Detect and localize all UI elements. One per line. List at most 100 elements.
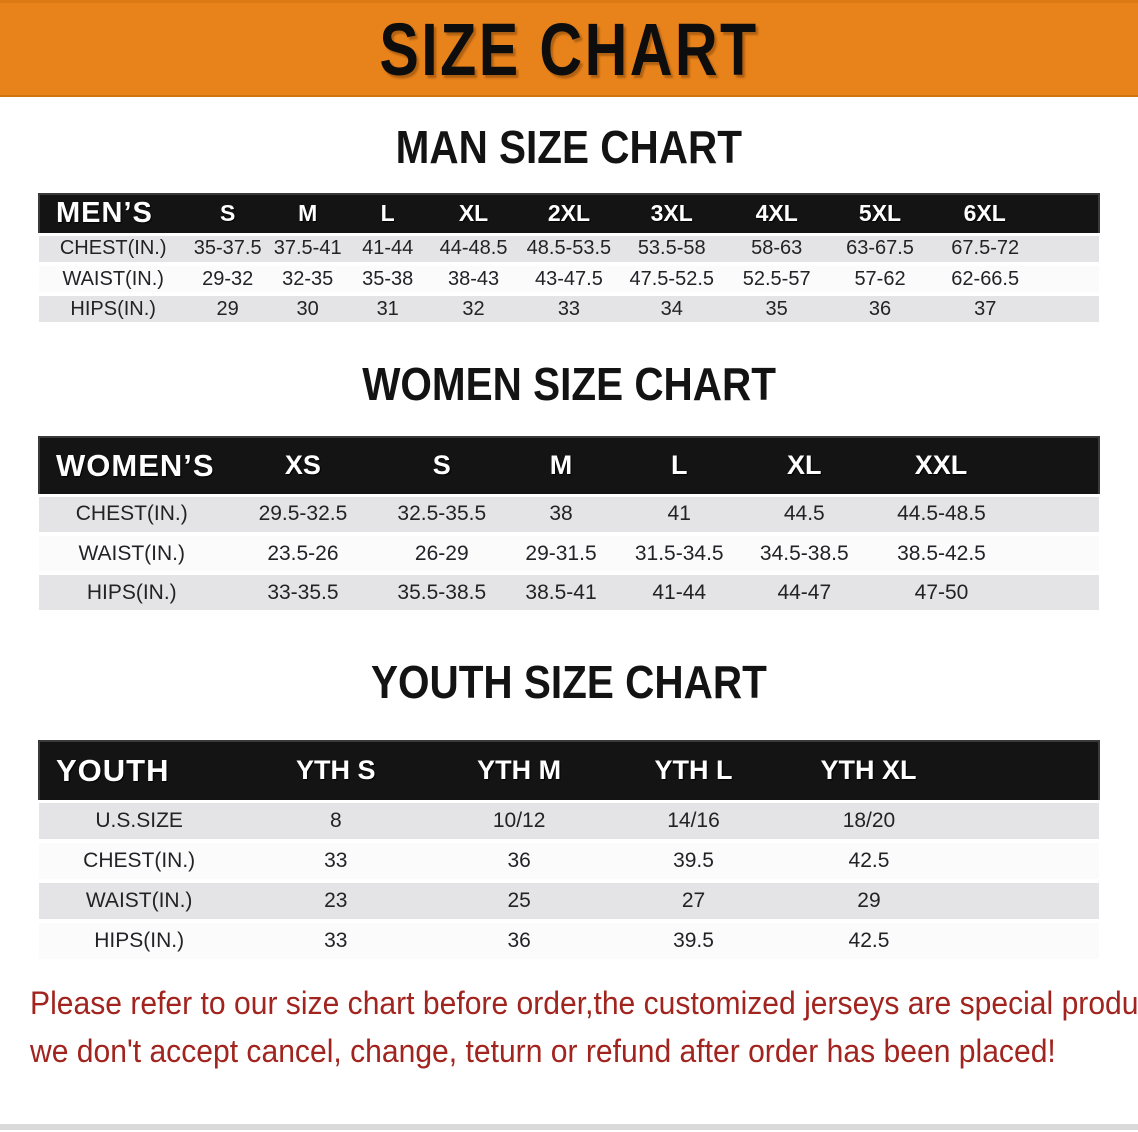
disclaimer-line-2: we don't accept cancel, change, teturn o… [30,1033,1056,1069]
size-value-cell: 52.5-57 [742,267,811,290]
size-chart-banner: SIZE CHART [0,0,1138,97]
size-column-header: YTH M [432,741,607,801]
size-value-cell: 41-44 [362,237,414,260]
women-size-table: WOMEN’S XS S M L XL XXL CHEST(IN.) 29.5-32.5 32.5… [38,436,1100,614]
size-value-cell: 34.5-38.5 [759,541,849,565]
size-value-cell: 29-32 [202,267,254,290]
size-value-cell: 33 [557,297,581,320]
row-label: WAIST(IN.) [78,541,186,565]
size-value-cell: 29-31.5 [525,541,597,565]
size-value-cell: 35 [765,297,788,320]
women-section: WOMEN SIZE CHART WOMEN’S XS S M L XL XXL CHEST(… [0,356,1138,614]
disclaimer-text: Please refer to our size chart before or… [30,979,1138,1075]
size-value-cell: 67.5-72 [951,237,1020,260]
size-column-header: S [187,194,268,234]
measurement-row: CHEST(IN.) 35-37.5 37.5-41 41-44 44-48.5 48.5… [39,234,1099,264]
measurement-row: WAIST(IN.) 23.5-26 26-29 29-31.5 31.5-34.5 34… [39,534,1099,573]
bottom-divider [0,1124,1138,1130]
size-value-cell: 36 [507,929,531,952]
size-column-header: L [347,194,428,234]
size-column-header: 4XL [724,194,829,234]
row-label: HIPS(IN.) [86,580,177,604]
size-value-cell: 41 [667,502,691,526]
size-value-cell: 35-38 [362,267,414,290]
men-section-heading: MAN SIZE CHART [0,119,1138,175]
size-value-cell: 31.5-34.5 [634,541,724,565]
size-chart-content: MAN SIZE CHART MEN’S S M L XL 2XL 3XL 4XL 5XL 6XL… [0,119,1138,1075]
size-column-header: XL [427,194,520,234]
size-column-header: L [619,437,739,495]
size-value-cell: 48.5-53.5 [526,237,612,260]
size-value-cell: 8 [329,808,342,832]
table-header-row: YOUTH YTH S YTH M YTH L YTH XL [39,741,1099,801]
row-label: WAIST(IN.) [62,267,164,290]
size-column-header: S [381,437,503,495]
size-value-cell: 39.5 [673,929,714,952]
measurement-row: HIPS(IN.) 29 30 31 32 33 34 35 36 37 [39,294,1099,324]
size-value-cell: 18/20 [842,808,896,832]
size-value-cell: 27 [681,889,706,912]
size-value-cell: 39.5 [673,849,714,872]
size-column-header: M [267,194,348,234]
row-label: CHEST(IN.) [59,237,167,260]
size-value-cell: 42.5 [848,849,890,872]
size-value-cell: 42.5 [848,929,890,952]
table-header-row: WOMEN’S XS S M L XL XXL [39,437,1099,495]
size-column-header: 2XL [519,194,619,234]
size-value-cell: 33 [324,929,348,952]
table-title-cell: YOUTH [39,741,240,801]
table-title-cell: WOMEN’S [39,437,225,495]
measurement-row: CHEST(IN.) 29.5-32.5 32.5-35.5 38 41 44.5 44.5… [39,495,1099,534]
size-value-cell: 38.5-42.5 [897,541,986,565]
size-value-cell: 43-47.5 [535,267,603,290]
youth-section-heading: YOUTH SIZE CHART [0,654,1138,710]
measurement-row: HIPS(IN.) 33-35.5 35.5-38.5 38.5-41 41-44 44-… [39,573,1099,612]
size-column-header: YTH L [606,741,781,801]
men-size-table: MEN’S S M L XL 2XL 3XL 4XL 5XL 6XL CHEST(IN.) 35-37… [38,193,1100,326]
size-value-cell: 44-47 [777,580,832,604]
men-section: MAN SIZE CHART MEN’S S M L XL 2XL 3XL 4XL 5XL 6XL… [0,119,1138,326]
row-label: HIPS(IN.) [94,929,185,952]
size-value-cell: 29 [216,297,239,320]
men-section-heading-text: MAN SIZE CHART [395,121,743,173]
size-value-cell: 47-50 [914,580,969,604]
size-value-cell: 44.5 [783,502,825,526]
size-value-cell: 63-67.5 [846,237,914,260]
size-value-cell: 38-43 [447,267,500,290]
size-value-cell: 35-37.5 [193,237,262,260]
size-value-cell: 26-29 [414,541,469,565]
size-column-header: 5XL [828,194,932,234]
size-value-cell: 31 [376,297,399,320]
size-column-header: 3XL [618,194,725,234]
size-value-cell: 32-35 [282,267,334,290]
row-label: CHEST(IN.) [75,502,188,526]
measurement-row: WAIST(IN.) 29-32 32-35 35-38 38-43 43-47.5 47.… [39,264,1099,294]
measurement-row: U.S.SIZE 8 10/12 14/16 18/20 [39,801,1099,841]
size-column-header: XXL [870,437,1099,495]
size-value-cell: 36 [507,849,531,872]
youth-size-table: YOUTH YTH S YTH M YTH L YTH XL U.S.SIZE 8 10/12… [38,740,1100,963]
size-column-header: YTH S [239,741,433,801]
women-section-heading: WOMEN SIZE CHART [0,356,1138,412]
table-title-cell: MEN’S [39,194,188,234]
size-value-cell: 32.5-35.5 [397,502,487,526]
disclaimer-line-1: Please refer to our size chart before or… [30,985,1138,1021]
size-value-cell: 37.5-41 [273,237,342,260]
size-value-cell: 57-62 [854,267,906,290]
measurement-row: WAIST(IN.) 23 25 27 29 [39,881,1099,921]
measurement-row: CHEST(IN.) 33 36 39.5 42.5 [39,841,1099,881]
size-value-cell: 29 [857,889,881,912]
size-value-cell: 62-66.5 [951,267,1020,290]
size-value-cell: 58-63 [751,237,803,260]
row-label: CHEST(IN.) [83,849,196,872]
size-value-cell: 38.5-41 [525,580,597,604]
size-value-cell: 47.5-52.5 [629,267,714,290]
size-value-cell: 30 [296,297,319,320]
size-value-cell: 44-48.5 [439,237,508,260]
size-column-header: M [502,437,620,495]
youth-section-heading-text: YOUTH SIZE CHART [371,656,767,708]
size-value-cell: 32 [462,297,485,320]
size-value-cell: 41-44 [652,580,707,604]
size-value-cell: 38 [549,502,573,526]
size-value-cell: 34 [660,297,683,320]
